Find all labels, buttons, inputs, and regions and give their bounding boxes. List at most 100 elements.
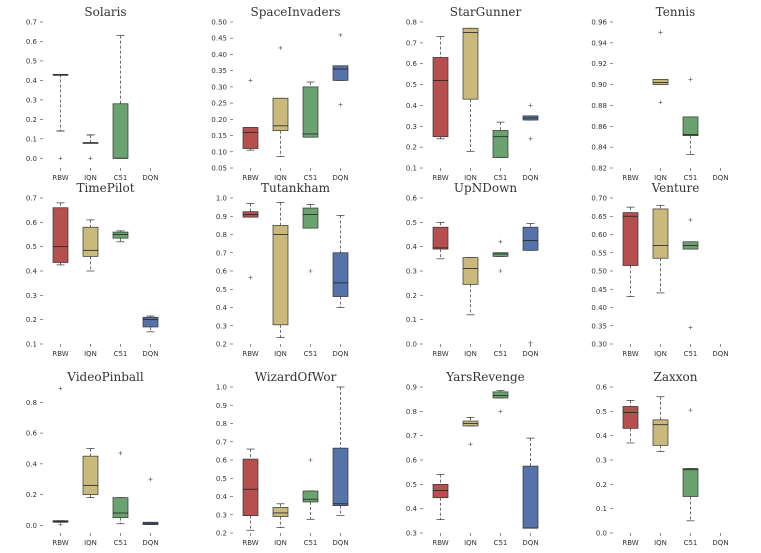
y-tick-label: 1.0 [216, 384, 227, 392]
box-iqn [462, 257, 479, 316]
y-tick-label: 0.45 [591, 286, 607, 294]
y-tick-label: 0.6 [26, 430, 38, 438]
y-tick-label: 0.82 [591, 165, 607, 173]
x-tick-label: C51 [304, 174, 318, 182]
y-tick-label: 0.5 [216, 475, 227, 483]
y-tick-label: 0.4 [406, 505, 418, 513]
y-tick-label: 0.70 [591, 195, 607, 203]
y-tick-label: 0.4 [406, 102, 418, 110]
box-body [432, 483, 449, 499]
y-tick-label: 0.50 [211, 19, 227, 27]
outlier-marker [498, 239, 503, 244]
x-tick-label: DQN [332, 539, 348, 547]
y-tick-label: 0.2 [406, 292, 417, 300]
y-tick-label: 0.6 [406, 457, 418, 465]
subplot-title: VideoPinball [66, 370, 144, 384]
y-tick-label: 0.0 [26, 155, 37, 163]
box-iqn [652, 396, 669, 452]
outlier-marker [338, 32, 343, 37]
y-tick-label: 0.3 [596, 457, 607, 465]
y-tick-label: 0.4 [596, 432, 608, 440]
outlier-marker [248, 78, 253, 83]
y-tick-label: 0.4 [26, 268, 38, 276]
box-body [112, 103, 129, 159]
box-body [432, 226, 449, 250]
x-tick-label: C51 [114, 539, 128, 547]
box-iqn [272, 45, 289, 157]
y-tick-label: 0.7 [26, 19, 37, 27]
box-dqn [332, 386, 349, 517]
box-dqn [522, 103, 539, 141]
outlier-marker [58, 156, 63, 161]
y-tick-label: 0.2 [406, 144, 417, 152]
x-tick-label: DQN [522, 174, 538, 182]
box-rbw [52, 202, 69, 266]
outlier-marker [688, 217, 693, 222]
outlier-marker [688, 408, 693, 413]
box-body [112, 231, 129, 239]
y-tick-label: 0.1 [26, 341, 37, 349]
subplot-tennis: Tennis 0.82 0.84 0.86 0.88 0.90 0.92 0.94 0.96 RB… [591, 5, 728, 182]
x-tick-label: C51 [684, 539, 698, 547]
x-tick-label: RBW [242, 539, 258, 547]
y-tick-label: 0.65 [591, 213, 607, 221]
subplot-title: Solaris [84, 5, 126, 19]
y-tick-label: 0.40 [591, 304, 607, 312]
outlier-marker [58, 386, 63, 391]
box-rbw [432, 36, 449, 140]
y-tick-label: 0.0 [26, 522, 37, 530]
x-tick-label: DQN [332, 174, 348, 182]
box-body [332, 447, 349, 506]
box-rbw [432, 474, 449, 520]
outlier-marker [658, 100, 663, 105]
box-body [302, 490, 319, 503]
y-tick-label: 0.2 [26, 116, 37, 124]
y-tick-label: 0.3 [216, 511, 227, 519]
outlier-marker [658, 30, 663, 35]
x-tick-label: IQN [84, 350, 97, 358]
x-tick-label: DQN [142, 539, 158, 547]
box-body [142, 316, 159, 328]
y-tick-label: 0.88 [591, 102, 607, 110]
y-tick-label: 0.94 [591, 39, 607, 47]
box-dqn [142, 477, 159, 525]
x-tick-label: IQN [654, 174, 667, 182]
subplot-title: TimePilot [76, 181, 134, 195]
y-tick-label: 0.6 [406, 195, 418, 203]
box-iqn [272, 503, 289, 528]
outlier-marker [88, 156, 93, 161]
y-tick-label: 0.0 [406, 341, 417, 349]
box-c51 [112, 35, 129, 159]
x-tick-label: C51 [684, 174, 698, 182]
y-tick-label: 1.0 [216, 195, 227, 203]
y-tick-label: 0.7 [26, 195, 37, 203]
subplot-title: WizardOfWor [255, 370, 337, 384]
outlier-marker [58, 522, 63, 527]
box-body [332, 65, 349, 81]
outlier-marker [308, 458, 313, 462]
box-body [492, 130, 509, 158]
box-body [492, 252, 509, 257]
y-tick-label: 0.15 [211, 132, 227, 140]
x-tick-label: DQN [712, 350, 728, 358]
box-c51 [682, 408, 699, 522]
outlier-marker [688, 325, 693, 330]
x-tick-label: RBW [52, 350, 68, 358]
y-tick-label: 0.6 [216, 457, 228, 465]
subplot-tutankham: Tutankham 0.2 0.3 0.4 0.5 0.6 0.7 0.8 0.9 1.0 RBW I… [216, 181, 349, 358]
y-tick-label: 0.35 [591, 322, 607, 330]
box-rbw [52, 386, 69, 527]
y-tick-label: 0.5 [216, 286, 227, 294]
y-tick-label: 0.3 [26, 292, 37, 300]
outlier-marker [278, 45, 283, 50]
x-tick-label: C51 [684, 350, 698, 358]
box-body [652, 79, 669, 85]
x-tick-label: IQN [274, 174, 287, 182]
box-dqn [522, 437, 539, 529]
box-iqn [82, 134, 99, 161]
y-tick-label: 0.30 [211, 83, 227, 91]
box-body [432, 57, 449, 138]
box-c51 [682, 77, 699, 155]
box-body [112, 497, 129, 518]
